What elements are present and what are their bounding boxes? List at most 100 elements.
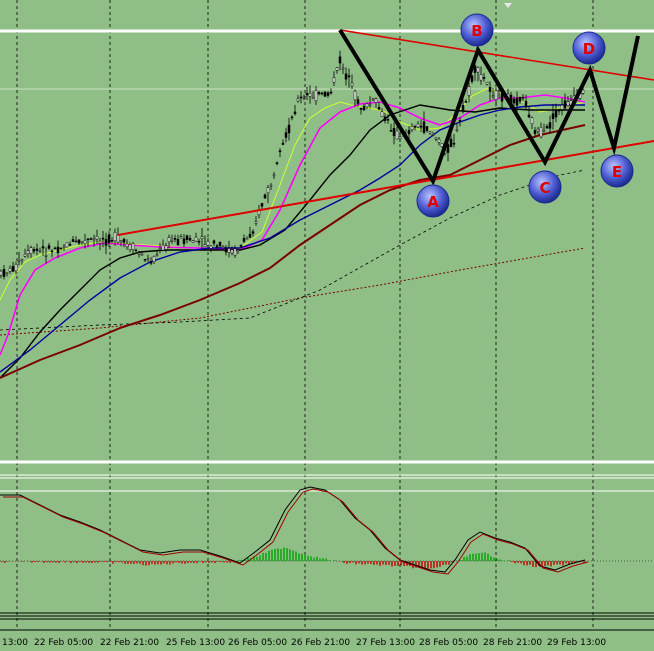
candle-body: [224, 247, 228, 253]
candle-body: [518, 97, 522, 102]
ma-brown-line: [0, 124, 586, 379]
candle-body: [125, 243, 129, 247]
candle-body: [11, 266, 15, 272]
candle-body: [44, 255, 48, 257]
candle-body: [128, 244, 132, 250]
x-tick-label: 22 Feb 21:00: [100, 638, 159, 648]
wave-label-d: D: [572, 31, 606, 65]
candle-body: [305, 93, 309, 96]
candle-body: [491, 95, 495, 98]
candle-body: [425, 126, 429, 131]
candle-body: [233, 248, 237, 256]
candle-body: [299, 96, 303, 99]
candle-body: [467, 86, 471, 96]
candle-body: [422, 121, 426, 133]
candle-body: [533, 130, 537, 134]
svg-text:C: C: [539, 179, 550, 197]
candle-body: [68, 243, 72, 246]
moving-averages: [0, 87, 586, 379]
candle-body: [329, 91, 333, 94]
ma-magenta-line: [0, 94, 586, 356]
candle-body: [167, 237, 171, 242]
candle-body: [23, 253, 27, 257]
candle-body: [485, 81, 489, 85]
upper-trendline: [339, 29, 654, 81]
candle-body: [455, 129, 459, 131]
candle-body: [77, 239, 81, 244]
candle-body: [308, 92, 312, 97]
candle-body: [473, 65, 477, 73]
candle-body: [287, 124, 291, 134]
candle-body: [107, 234, 111, 243]
candle-body: [392, 128, 396, 136]
candle-body: [182, 238, 186, 244]
candle-body: [482, 77, 486, 79]
candle-body: [371, 98, 375, 101]
candle-body: [122, 238, 126, 243]
candle-body: [50, 250, 54, 253]
candle-body: [17, 259, 21, 262]
candle-body: [14, 264, 18, 272]
candle-body: [338, 56, 342, 64]
candle-body: [227, 248, 231, 253]
candle-body: [236, 249, 240, 252]
candle-body: [293, 111, 297, 115]
candle-body: [164, 245, 168, 250]
candle-body: [71, 239, 75, 242]
candle-body: [527, 114, 531, 118]
candle-body: [203, 244, 207, 248]
candle-body: [407, 130, 411, 135]
candle-body: [515, 97, 519, 106]
candle-body: [59, 247, 63, 250]
candle-body: [320, 92, 324, 95]
ma-blue-line: [0, 104, 585, 373]
candle-body: [437, 138, 441, 143]
candle-body: [326, 92, 330, 96]
candle-body: [278, 150, 282, 152]
oscillator-signal-line: [3, 488, 589, 575]
candle-body: [431, 134, 435, 136]
candle-body: [200, 236, 204, 240]
candle-body: [197, 241, 201, 243]
candle-body: [344, 73, 348, 80]
candle-body: [2, 269, 6, 277]
candle-body: [272, 174, 276, 177]
candle-body: [413, 126, 417, 128]
candle-body: [41, 246, 45, 249]
candle-body: [335, 67, 339, 71]
candle-body: [191, 240, 195, 243]
candle-body: [5, 272, 9, 275]
candle-body: [380, 111, 384, 117]
candle-body: [332, 77, 336, 83]
candle-body: [0, 270, 3, 276]
chart-shift-marker[interactable]: [504, 3, 512, 8]
x-tick-label: 13:00: [2, 638, 28, 648]
candle-body: [353, 90, 357, 101]
candle-body: [311, 97, 315, 99]
candle-body: [560, 104, 564, 110]
candle-body: [26, 250, 30, 255]
candle-body: [428, 131, 432, 134]
candle-body: [377, 107, 381, 110]
candle-body: [86, 238, 90, 240]
candle-body: [389, 130, 393, 132]
wave-label-a: A: [416, 184, 450, 218]
candle-body: [419, 125, 423, 128]
candle-body: [113, 232, 117, 242]
candle-body: [470, 75, 474, 82]
candle-body: [557, 109, 561, 112]
x-tick-label: 27 Feb 13:00: [356, 638, 415, 648]
candle-body: [20, 259, 24, 262]
candle-body: [548, 122, 552, 129]
ma-black-line: [0, 104, 585, 379]
svg-text:B: B: [471, 22, 482, 40]
candle-body: [581, 89, 585, 94]
candle-body: [449, 138, 453, 148]
candle-body: [179, 236, 183, 239]
lower-trendline: [117, 140, 654, 236]
wave-label-e: E: [600, 154, 634, 188]
candle-body: [458, 119, 462, 122]
candle-body: [89, 238, 93, 240]
wave-path: [338, 28, 640, 186]
x-tick-label: 26 Feb 05:00: [228, 638, 287, 648]
